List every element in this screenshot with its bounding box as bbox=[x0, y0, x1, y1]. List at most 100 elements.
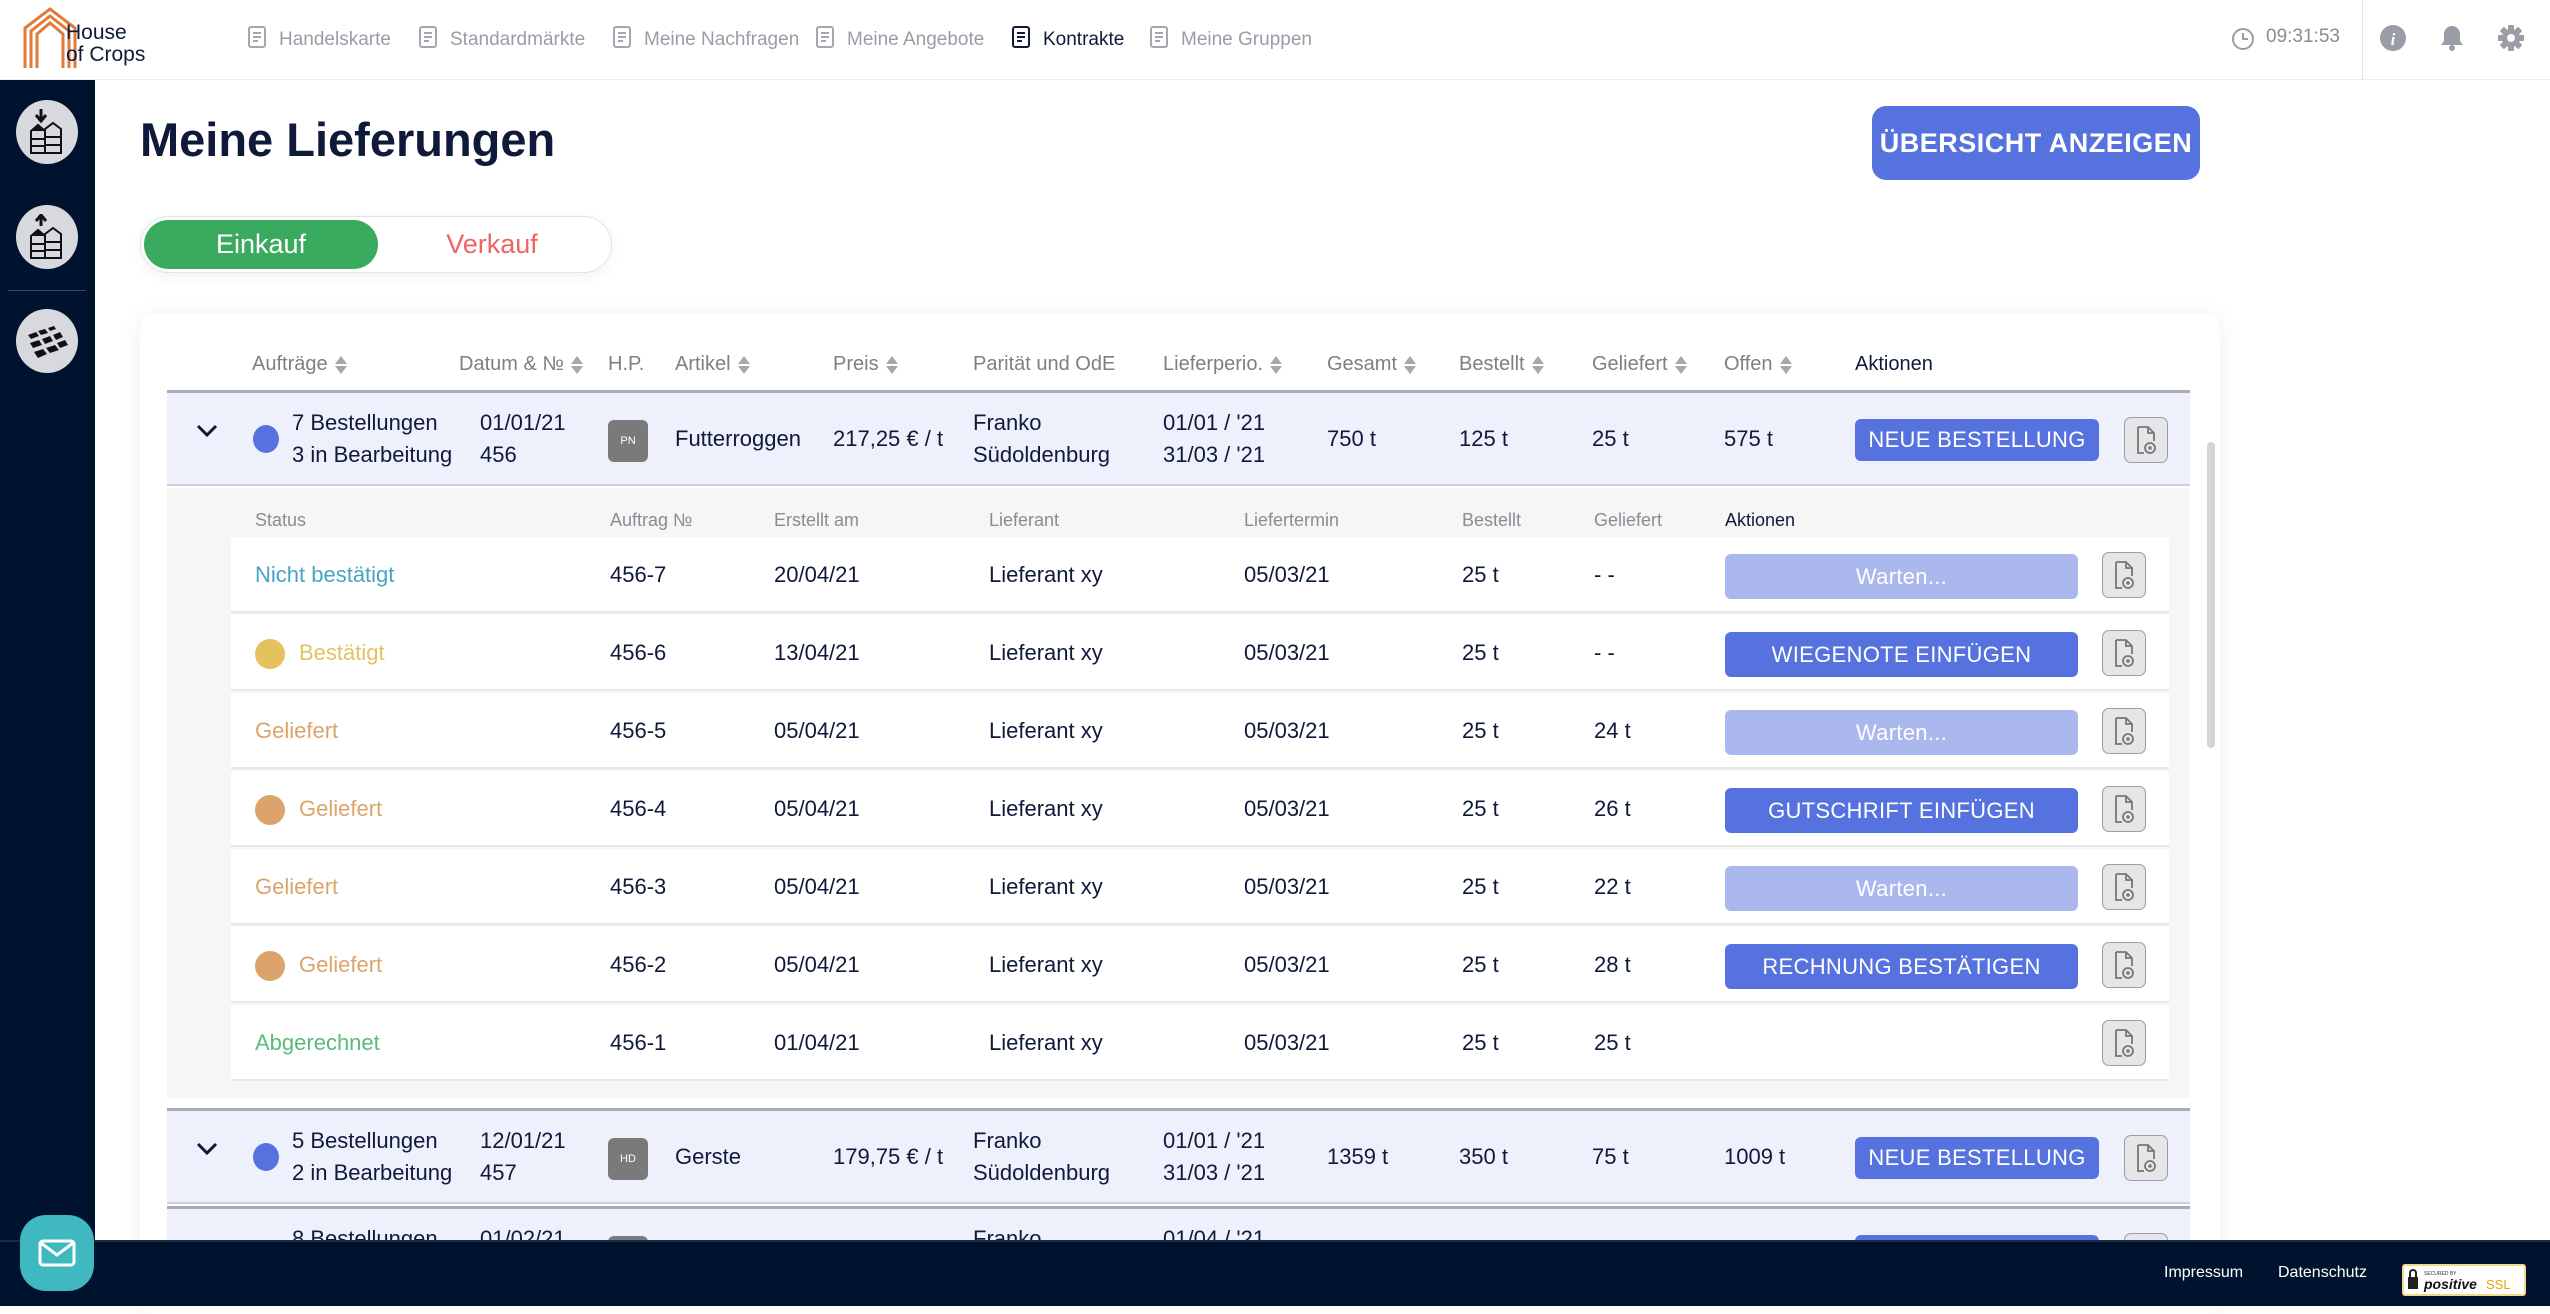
paritaet-ode-line1: Franko bbox=[973, 410, 1042, 435]
sort-icon[interactable] bbox=[570, 355, 583, 375]
sidebar-silo-download-button[interactable] bbox=[16, 100, 78, 164]
sort-icon[interactable] bbox=[334, 355, 347, 375]
scrollbar[interactable] bbox=[2207, 442, 2215, 748]
column-label: Gesamt bbox=[1327, 353, 1398, 375]
nav-kontrakte[interactable]: Kontrakte bbox=[1008, 0, 1124, 80]
paritaet-ode-line2: Südoldenburg bbox=[973, 1160, 1111, 1185]
sort-icon[interactable] bbox=[1531, 355, 1544, 375]
nav-meine-gruppen[interactable]: Meine Gruppen bbox=[1146, 0, 1312, 80]
delivery-period: 01/04 / '21 bbox=[1163, 1223, 1265, 1240]
delivery-status: Geliefert bbox=[255, 874, 339, 899]
column-header[interactable]: Offen bbox=[1724, 348, 1792, 380]
delivery-status: Geliefert bbox=[299, 796, 383, 821]
chevron-down-icon[interactable] bbox=[195, 423, 219, 444]
delivery-auftrag: 456-5 bbox=[610, 718, 667, 743]
logo[interactable]: House of Crops bbox=[22, 6, 172, 70]
silo-upload-icon bbox=[30, 214, 62, 259]
sort-icon[interactable] bbox=[1270, 355, 1283, 375]
column-header[interactable]: Preis bbox=[833, 348, 898, 380]
view-document-button[interactable] bbox=[2102, 552, 2146, 598]
info-icon[interactable]: i bbox=[2380, 25, 2406, 51]
document-view-icon bbox=[2115, 951, 2134, 979]
delivery-action-button[interactable]: WIEGENOTE EINFÜGEN bbox=[1725, 632, 2078, 677]
delivery-status: Nicht bestätigt bbox=[255, 562, 395, 587]
sidebar-silo-upload-button[interactable] bbox=[16, 205, 78, 269]
delivery-action-button[interactable]: Warten... bbox=[1725, 710, 2078, 755]
impressum-link[interactable]: Impressum bbox=[2164, 1264, 2244, 1281]
delivery-period-line2: 31/03 / '21 bbox=[1163, 442, 1266, 467]
tab-einkauf[interactable]: Einkauf bbox=[144, 220, 378, 269]
delivery-action-button[interactable]: GUTSCHRIFT EINFÜGEN bbox=[1725, 788, 2078, 833]
sidebar-fields-button[interactable] bbox=[16, 309, 78, 373]
column-label: Preis bbox=[833, 353, 879, 375]
detail-column-header: Auftrag № bbox=[610, 510, 693, 530]
column-header[interactable]: Lieferperio. bbox=[1163, 348, 1283, 380]
new-order-button[interactable]: NEUE BESTELLUNG bbox=[1855, 1137, 2099, 1179]
column-header[interactable]: Aufträge bbox=[252, 348, 347, 380]
datenschutz-link[interactable]: Datenschutz bbox=[2278, 1264, 2367, 1281]
column-label: Offen bbox=[1724, 353, 1773, 375]
column-header[interactable]: Datum & № bbox=[459, 348, 583, 380]
view-document-button[interactable] bbox=[2102, 942, 2146, 988]
status-dot bbox=[253, 1143, 279, 1171]
view-document-button[interactable] bbox=[2124, 417, 2168, 463]
nav-standardmärkte[interactable]: Standardmärkte bbox=[415, 0, 585, 80]
document-view-icon bbox=[2115, 1029, 2134, 1057]
sort-icon[interactable] bbox=[1404, 355, 1417, 375]
column-header[interactable]: Gesamt bbox=[1327, 348, 1417, 380]
top-bar: House of Crops Handelskarte Standardmärkt… bbox=[0, 0, 2550, 80]
delivery-action-button[interactable]: RECHNUNG BESTÄTIGEN bbox=[1725, 944, 2078, 989]
chevron-down-icon[interactable] bbox=[195, 1141, 219, 1162]
delivery-period-line1: 01/01 / '21 bbox=[1163, 410, 1266, 435]
footer: Impressum Datenschutz SECURED BY positive… bbox=[0, 1240, 2550, 1306]
tab-verkauf[interactable]: Verkauf bbox=[446, 229, 538, 259]
delivery-details: Status Auftrag № Erstellt am Lieferant Liefe… bbox=[167, 488, 2190, 1098]
overview-button[interactable]: ÜBERSICHT ANZEIGEN bbox=[1872, 106, 2200, 180]
nav-meine-angebote[interactable]: Meine Angebote bbox=[812, 0, 984, 80]
order-group-row[interactable]: 5 Bestellungen 2 in Bearbeitung 12/01/21 45… bbox=[167, 1108, 2190, 1204]
delivery-auftrag: 456-2 bbox=[610, 952, 667, 977]
bell-icon[interactable] bbox=[2440, 24, 2464, 52]
view-document-button[interactable] bbox=[2102, 1020, 2146, 1066]
orders-summary-line2: 3 in Bearbeitung bbox=[292, 442, 453, 467]
column-header[interactable]: Bestellt bbox=[1459, 348, 1544, 380]
sort-icon[interactable] bbox=[885, 355, 898, 375]
nav-handelskarte[interactable]: Handelskarte bbox=[244, 0, 391, 80]
view-document-button[interactable] bbox=[2102, 786, 2146, 832]
nav-meine-nachfragen[interactable]: Meine Nachfragen bbox=[609, 0, 799, 80]
view-document-button[interactable] bbox=[2102, 630, 2146, 676]
sidebar bbox=[0, 80, 95, 1306]
paritaet-ode-line1: Franko bbox=[973, 1226, 1042, 1240]
column-label: Artikel bbox=[675, 353, 731, 375]
sort-icon[interactable] bbox=[1779, 355, 1792, 375]
delivery-action-button[interactable]: Warten... bbox=[1725, 866, 2078, 911]
new-order-button[interactable]: NEUE BESTELLUNG bbox=[1855, 419, 2099, 461]
group-icon bbox=[1146, 24, 1172, 56]
order-group-row[interactable]: 7 Bestellungen 3 in Bearbeitung 01/01/21 45… bbox=[167, 390, 2190, 486]
delivery-bestellt: 25 t bbox=[1462, 796, 1499, 821]
delivery-period-line1: 01/04 / '21 bbox=[1163, 1226, 1266, 1240]
delivery-status: Geliefert bbox=[255, 718, 339, 743]
delivery-action-button[interactable]: Warten... bbox=[1725, 554, 2078, 599]
orders-summary-line1: 8 Bestellungen bbox=[292, 1226, 438, 1240]
view-document-button[interactable] bbox=[2124, 1135, 2168, 1181]
view-document-button[interactable] bbox=[2102, 864, 2146, 910]
column-header[interactable]: Artikel bbox=[675, 348, 750, 380]
view-document-button[interactable] bbox=[2124, 1233, 2168, 1240]
new-order-button[interactable]: NEUE BESTELLUNG bbox=[1855, 1235, 2099, 1240]
sort-icon[interactable] bbox=[737, 355, 750, 375]
gear-icon[interactable] bbox=[2498, 25, 2524, 51]
delivery-termin: 05/03/21 bbox=[1244, 640, 1330, 665]
orders-summary: 7 Bestellungen 3 in Bearbeitung bbox=[292, 407, 452, 471]
delivery-row: Nicht bestätigt 456-7 20/04/21 Lieferant xy… bbox=[231, 537, 2169, 613]
sort-icon[interactable] bbox=[1674, 355, 1687, 375]
view-document-button[interactable] bbox=[2102, 708, 2146, 754]
column-header: Aktionen bbox=[1855, 348, 1933, 380]
column-header: H.P. bbox=[608, 348, 644, 380]
delivery-bestellt: 25 t bbox=[1462, 718, 1499, 743]
mail-icon bbox=[38, 1239, 76, 1267]
chat-button[interactable] bbox=[20, 1215, 94, 1291]
column-header[interactable]: Geliefert bbox=[1592, 348, 1687, 380]
order-group-row[interactable]: 8 Bestellungen 01/02/21 Franko 01/04 / '21 N… bbox=[167, 1206, 2190, 1240]
